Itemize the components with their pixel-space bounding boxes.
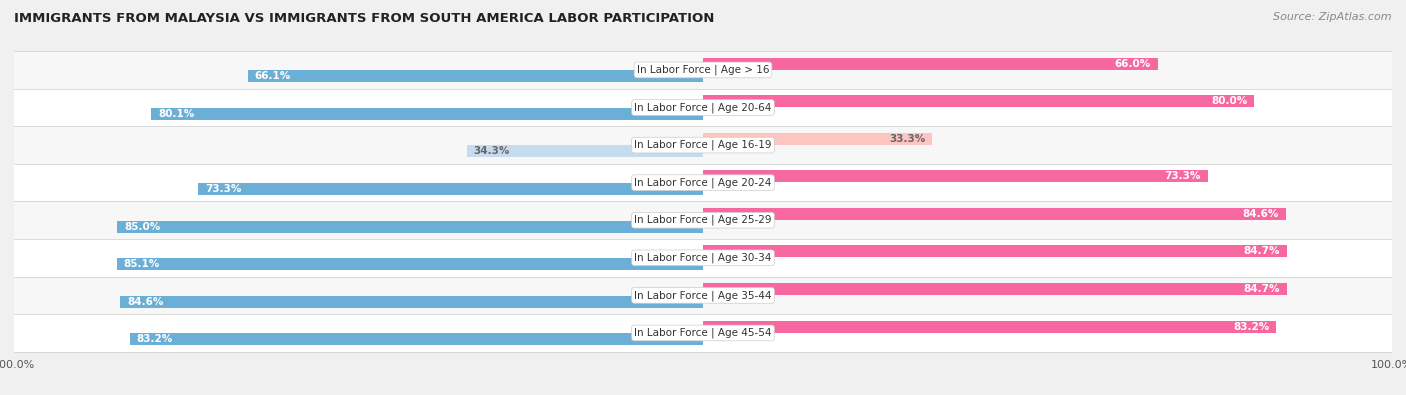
Text: 83.2%: 83.2% [1233,322,1270,331]
Text: 80.0%: 80.0% [1211,96,1247,106]
Bar [120,296,703,308]
Text: In Labor Force | Age 35-44: In Labor Force | Age 35-44 [634,290,772,301]
Text: 34.3%: 34.3% [474,147,510,156]
Bar [152,108,703,120]
Text: 66.1%: 66.1% [254,71,291,81]
Text: 84.6%: 84.6% [127,297,163,307]
Text: 33.3%: 33.3% [889,134,925,144]
Bar [14,201,1392,239]
Bar [14,126,1392,164]
Bar [703,133,932,145]
Bar [703,95,1254,107]
Bar [14,276,1392,314]
Bar [703,245,1286,258]
Bar [198,183,703,195]
Text: In Labor Force | Age 20-24: In Labor Force | Age 20-24 [634,177,772,188]
Bar [467,145,703,158]
Bar [14,164,1392,201]
Bar [129,333,703,345]
Text: In Labor Force | Age 25-29: In Labor Force | Age 25-29 [634,215,772,226]
Text: 85.0%: 85.0% [124,222,160,231]
Bar [14,239,1392,276]
Bar [14,314,1392,352]
Bar [14,51,1392,89]
Bar [703,208,1286,220]
Text: In Labor Force | Age 30-34: In Labor Force | Age 30-34 [634,252,772,263]
Bar [117,221,703,233]
Text: IMMIGRANTS FROM MALAYSIA VS IMMIGRANTS FROM SOUTH AMERICA LABOR PARTICIPATION: IMMIGRANTS FROM MALAYSIA VS IMMIGRANTS F… [14,12,714,25]
Text: 73.3%: 73.3% [1164,171,1201,181]
Bar [703,58,1157,70]
Text: 84.7%: 84.7% [1243,246,1279,256]
Text: 66.0%: 66.0% [1115,58,1152,69]
Text: In Labor Force | Age 20-64: In Labor Force | Age 20-64 [634,102,772,113]
Text: 73.3%: 73.3% [205,184,242,194]
Text: 83.2%: 83.2% [136,334,173,344]
Text: In Labor Force | Age 45-54: In Labor Force | Age 45-54 [634,328,772,338]
Text: In Labor Force | Age > 16: In Labor Force | Age > 16 [637,65,769,75]
Bar [247,70,703,82]
Bar [703,283,1286,295]
Bar [117,258,703,270]
Text: 84.7%: 84.7% [1243,284,1279,294]
Text: 80.1%: 80.1% [157,109,194,119]
Text: Source: ZipAtlas.com: Source: ZipAtlas.com [1274,12,1392,22]
Text: 84.6%: 84.6% [1243,209,1279,219]
Bar [703,170,1208,182]
Text: 85.1%: 85.1% [124,259,160,269]
Bar [14,89,1392,126]
Text: In Labor Force | Age 16-19: In Labor Force | Age 16-19 [634,140,772,150]
Bar [703,321,1277,333]
